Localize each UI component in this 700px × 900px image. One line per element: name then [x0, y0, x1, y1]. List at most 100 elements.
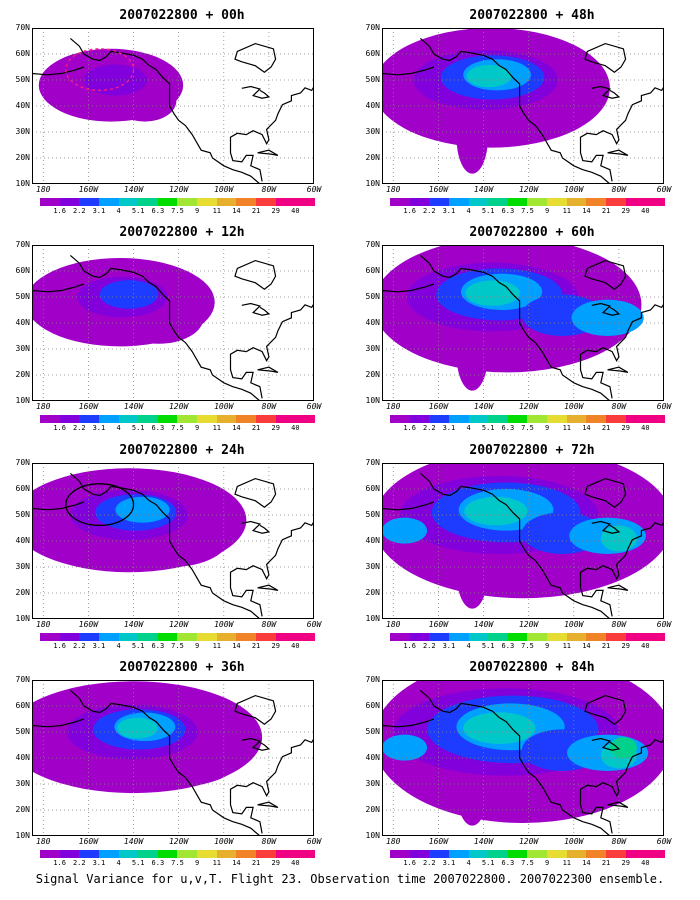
latitude-label: 30N [365, 127, 380, 136]
map-panel: 2007022800 + 72h 70N 60N 50N 40N 30N 20N 10N 180… [366, 443, 682, 658]
colorbar-swatch [295, 415, 315, 423]
colorbar-label: 21 [251, 424, 261, 432]
coastline-west [420, 254, 611, 401]
colorbar-label: 2.2 [422, 207, 436, 215]
colorbar-label: 4 [116, 424, 121, 432]
colorbar-label: 29 [271, 859, 280, 867]
colorbar-swatch [236, 850, 257, 858]
variance-contour-low [456, 317, 489, 391]
colorbar-label: 40 [641, 642, 650, 650]
colorbar-swatch [390, 850, 410, 858]
longitude-label: 60W [306, 402, 322, 411]
colorbar-label: 2.2 [422, 424, 436, 432]
hudson-bay-outline [234, 42, 277, 73]
aleutian-islands [32, 283, 85, 293]
colorbar-label: 14 [232, 859, 241, 867]
target-region-ring [65, 483, 135, 527]
colorbar-label: 40 [291, 424, 300, 432]
coastline-gulf [229, 142, 263, 182]
longitude-label: 100W [214, 185, 234, 194]
colorbar-label: 7.5 [171, 207, 184, 215]
colorbar [390, 633, 665, 641]
longitude-label: 100W [214, 837, 234, 846]
longitude-label: 80W [261, 837, 277, 846]
longitude-label: 100W [214, 620, 234, 629]
colorbar-label: 4 [466, 642, 471, 650]
colorbar-swatch [390, 198, 410, 206]
longitude-label: 140W [473, 185, 494, 194]
coastline-gulf [579, 142, 613, 182]
colorbar-label: 2.2 [72, 424, 86, 432]
great-lakes-outline [241, 737, 271, 751]
latitude-label: 10N [365, 831, 380, 840]
colorbar [390, 850, 665, 858]
colorbar-label: 3.1 [442, 642, 456, 650]
colorbar-label: 11 [562, 642, 571, 650]
colorbar-swatch [236, 633, 257, 641]
colorbar-swatch [390, 633, 410, 641]
latitude-label: 30N [365, 344, 380, 353]
colorbar-label: 9 [195, 642, 200, 650]
latitude-label: 70N [365, 240, 380, 249]
colorbar-label: 2.2 [72, 642, 86, 650]
colorbar-swatch [275, 198, 296, 206]
colorbar-swatch [488, 633, 508, 641]
latitude-label: 70N [15, 240, 30, 249]
colorbar-swatch [40, 198, 60, 206]
colorbar-swatch [547, 850, 567, 858]
coastline-west [70, 472, 261, 619]
longitude-label: 140W [123, 402, 144, 411]
coastline-east [579, 521, 664, 580]
colorbar-label: 21 [601, 859, 611, 867]
latitude-label: 40N [365, 536, 380, 545]
colorbar-label: 5.1 [131, 207, 145, 215]
coastline-east [229, 521, 314, 580]
latitude-label: 10N [15, 831, 30, 840]
colorbar-label: 40 [291, 207, 300, 215]
latitude-label: 60N [15, 484, 30, 493]
colorbar-swatch [645, 415, 665, 423]
variance-contour-higher [463, 712, 536, 744]
colorbar-swatch [507, 198, 528, 206]
colorbar-label: 29 [271, 207, 280, 215]
longitude-label: 180 [386, 837, 401, 846]
colorbar-swatch [256, 198, 276, 206]
latitude-label: 60N [15, 49, 30, 58]
colorbar-swatch [547, 415, 567, 423]
variance-map [32, 28, 314, 184]
colorbar-label: 40 [641, 424, 650, 432]
longitude-label: 140W [123, 185, 144, 194]
colorbar-label: 4 [116, 642, 121, 650]
colorbar-label: 11 [212, 424, 221, 432]
great-lakes-outline [591, 302, 621, 316]
colorbar-swatch [275, 415, 296, 423]
longitude-label: 140W [123, 837, 144, 846]
colorbar-label: 9 [545, 642, 550, 650]
colorbar-label: 7.5 [521, 642, 534, 650]
colorbar-swatch [429, 415, 449, 423]
colorbar [40, 198, 315, 206]
longitude-label: 100W [214, 402, 234, 411]
latitude-label: 10N [15, 614, 30, 623]
variance-map [32, 245, 314, 401]
variance-contour-low [456, 100, 489, 174]
colorbar-swatch [527, 198, 548, 206]
hudson-bay-outline [584, 694, 627, 725]
panel-title: 2007022800 + 84h [469, 660, 595, 675]
colorbar-swatch [429, 198, 449, 206]
colorbar-swatch [547, 198, 567, 206]
colorbar-swatch [138, 850, 158, 858]
colorbar-swatch [625, 633, 646, 641]
colorbar-label: 9 [195, 424, 200, 432]
longitude-label: 180 [36, 402, 51, 411]
latitude-label: 70N [15, 458, 30, 467]
latitude-label: 40N [15, 536, 30, 545]
latitude-label: 40N [365, 753, 380, 762]
colorbar-swatch [429, 633, 449, 641]
longitude-label: 160W [428, 185, 449, 194]
colorbar-swatch [157, 850, 178, 858]
latitude-label: 20N [15, 588, 30, 597]
colorbar-label: 9 [545, 424, 550, 432]
latitude-label: 10N [15, 396, 30, 405]
map-panel: 2007022800 + 36h 70N 60N 50N 40N 30N 20N 10N 180… [16, 660, 332, 875]
